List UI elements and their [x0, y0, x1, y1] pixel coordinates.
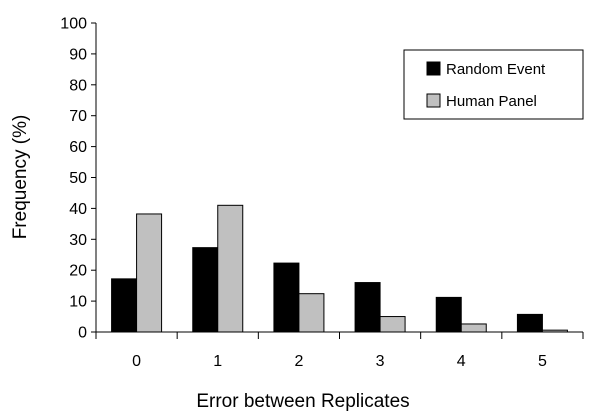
bar-human-panel-0: [136, 213, 163, 333]
bar-human-panel-1: [217, 204, 244, 333]
x-tick-label-5: 5: [538, 353, 547, 370]
x-axis-title: Error between Replicates: [196, 391, 409, 412]
y-axis-title: Frequency (%): [10, 115, 31, 240]
bar-random-event-0: [111, 278, 138, 333]
x-tick-label-2: 2: [294, 353, 303, 370]
legend: Random Event Human Panel: [403, 49, 584, 120]
bar-random-event-1: [192, 247, 219, 333]
y-tick-label-80: 80: [69, 77, 87, 94]
legend-swatch-random-event: [426, 61, 441, 76]
y-tick-label-10: 10: [69, 294, 87, 311]
bar-random-event-4: [435, 296, 462, 333]
bars-group: [111, 204, 568, 333]
bar-human-panel-2: [298, 293, 325, 333]
x-tick-label-3: 3: [376, 353, 385, 370]
y-tick-labels: 0 10 20 30 40 50 60 70 80 90 100: [60, 16, 87, 342]
bar-random-event-2: [273, 262, 300, 333]
bar-random-event-3: [354, 282, 381, 333]
legend-label-human-panel: Human Panel: [446, 93, 537, 110]
y-tick-label-70: 70: [69, 108, 87, 125]
legend-swatch-human-panel: [426, 93, 441, 108]
bar-human-panel-3: [379, 316, 406, 333]
bar-random-event-5: [516, 313, 543, 333]
y-tick-label-40: 40: [69, 201, 87, 218]
x-tick-label-4: 4: [457, 353, 466, 370]
y-tick-label-0: 0: [78, 325, 87, 342]
legend-label-random-event: Random Event: [446, 61, 546, 78]
bar-human-panel-4: [460, 323, 487, 333]
x-tick-label-0: 0: [132, 353, 141, 370]
x-tick-labels: 0 1 2 3 4 5: [132, 353, 547, 370]
axes-group: [91, 22, 584, 339]
y-tick-label-100: 100: [60, 16, 87, 33]
x-tick-label-1: 1: [213, 353, 222, 370]
y-tick-label-30: 30: [69, 232, 87, 249]
y-tick-label-20: 20: [69, 263, 87, 280]
y-tick-label-90: 90: [69, 46, 87, 63]
y-tick-label-50: 50: [69, 170, 87, 187]
y-tick-label-60: 60: [69, 139, 87, 156]
